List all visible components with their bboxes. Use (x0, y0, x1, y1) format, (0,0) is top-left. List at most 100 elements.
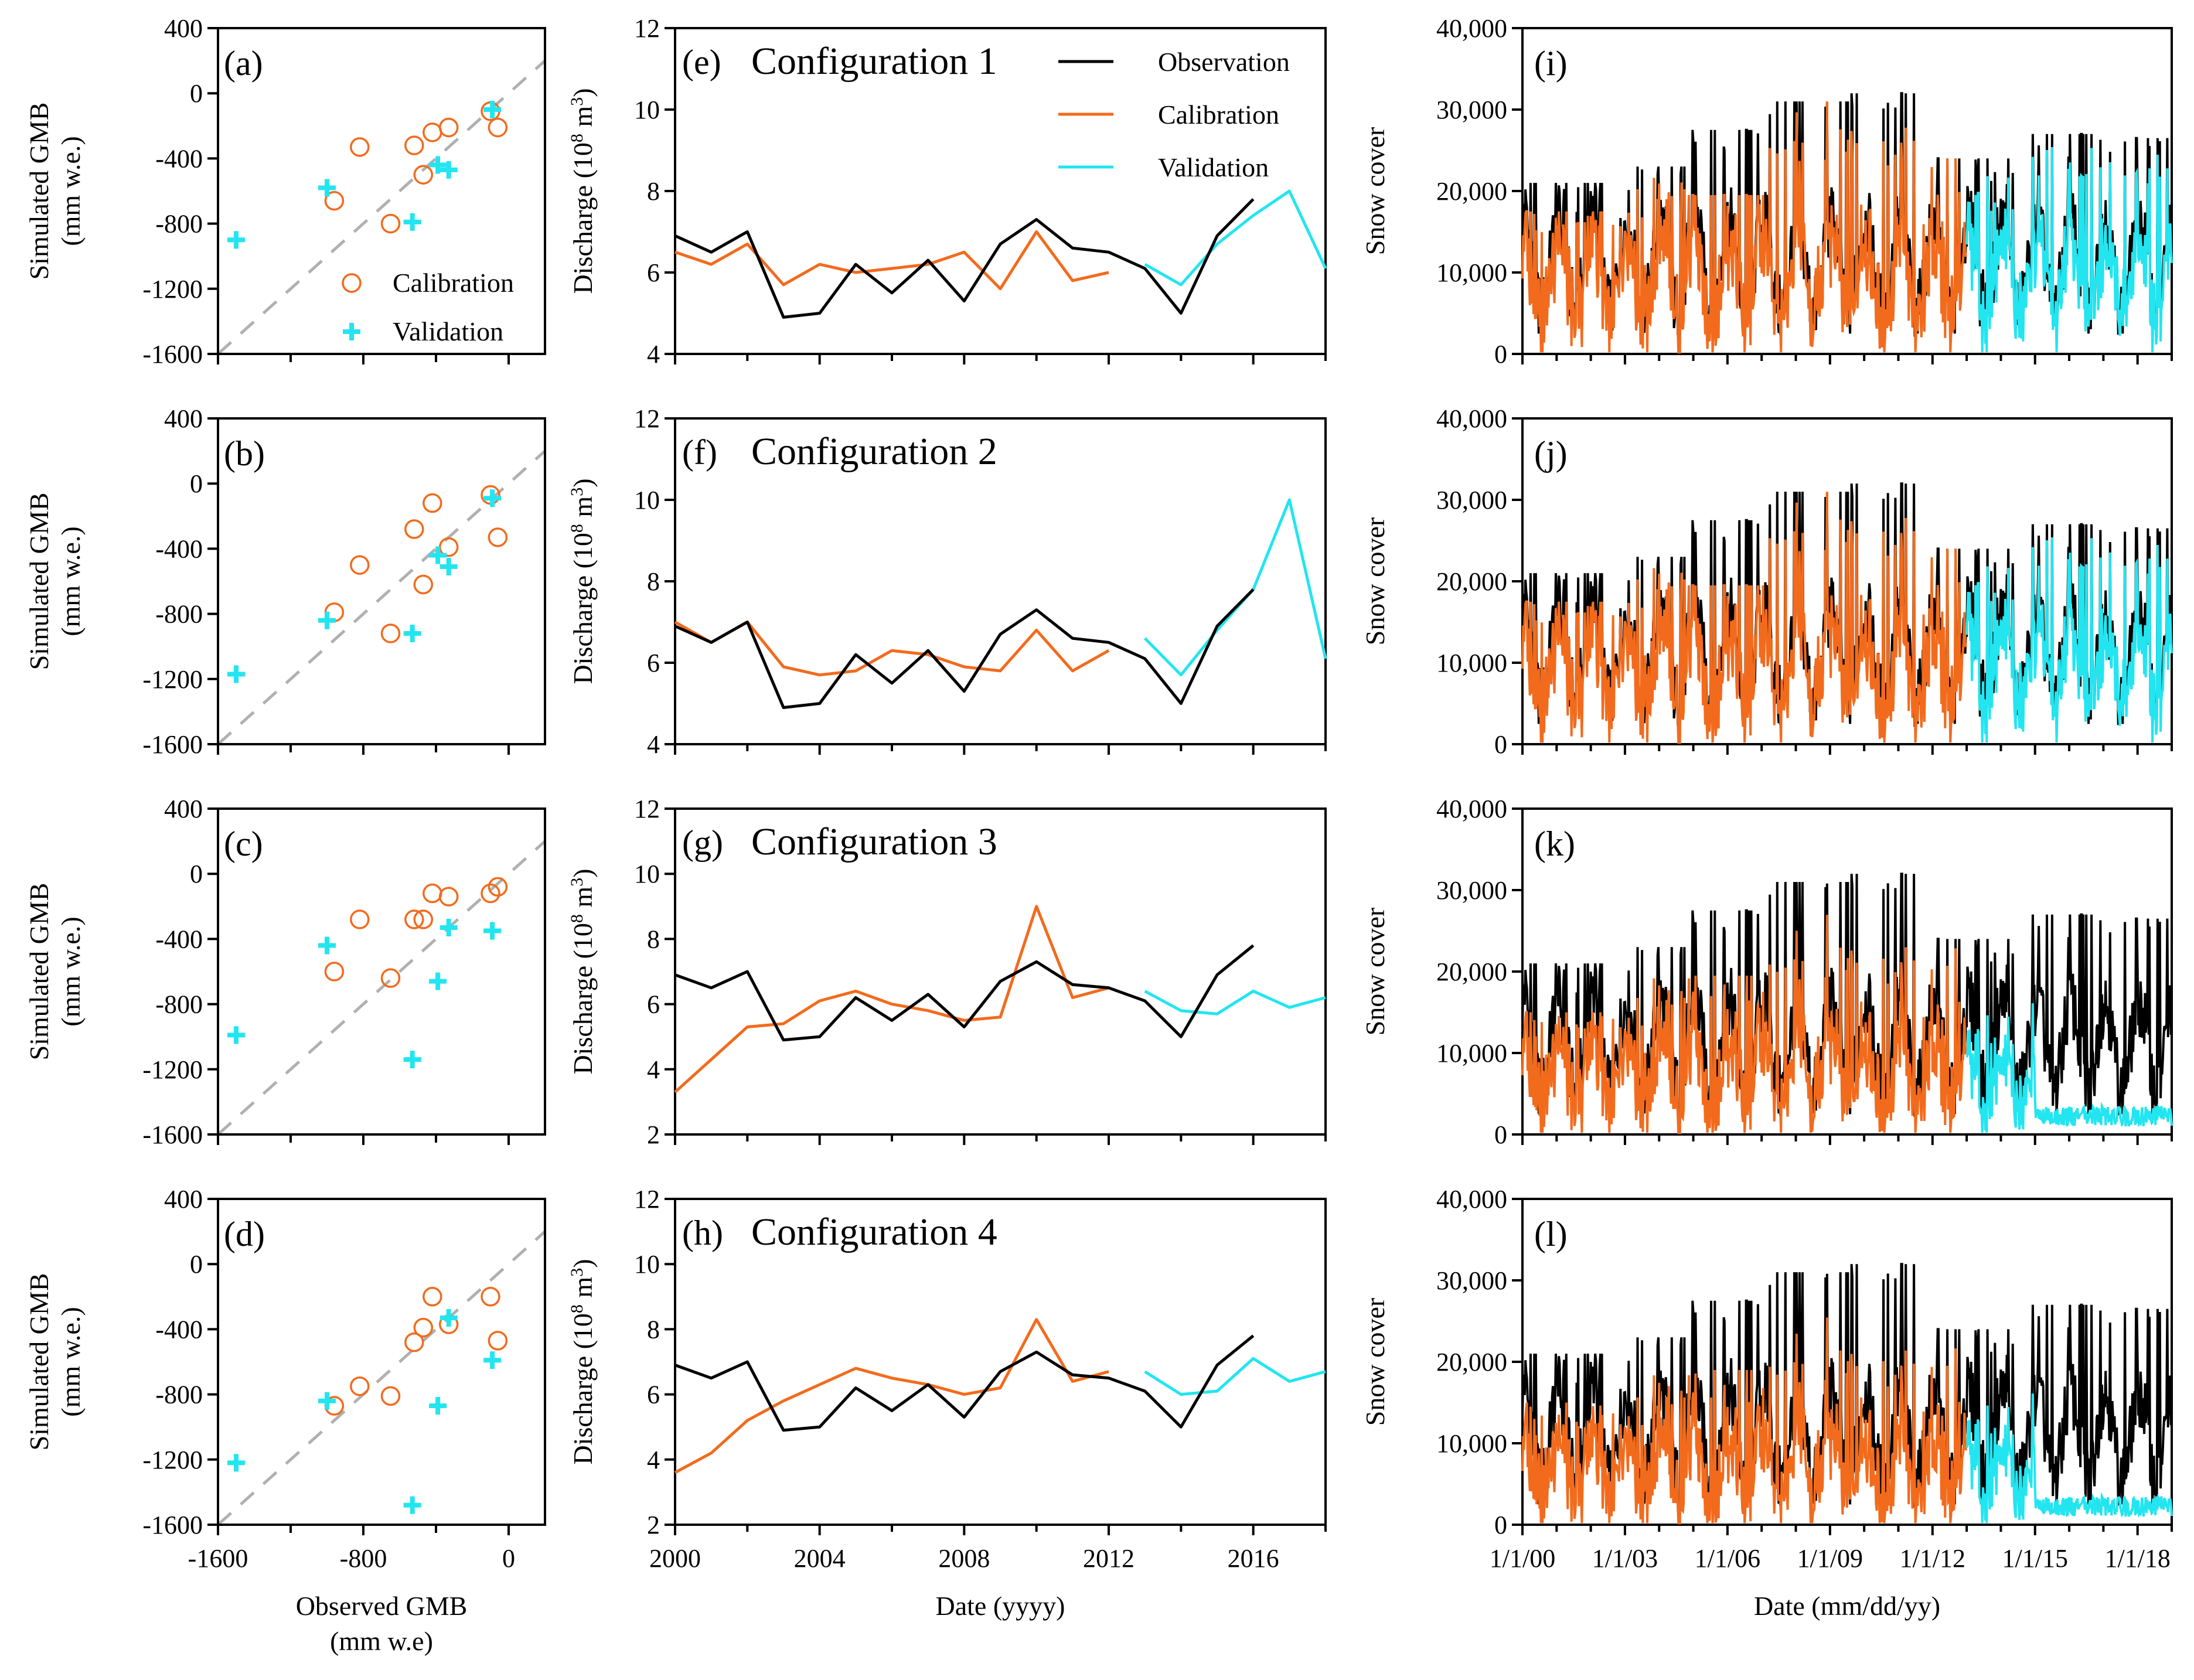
calibration-point (324, 962, 345, 982)
snow-x-label: Date (mm/dd/yy) (1754, 1591, 1940, 1621)
legend-calibration-label: Calibration (393, 268, 514, 298)
gmb-y-tick-label: 0 (190, 1250, 203, 1279)
snow-y-tick-label: 0 (1494, 730, 1507, 759)
gmb-x-label: Observed GMB (296, 1591, 468, 1621)
calibration-line (674, 230, 1109, 291)
snow-y-label: Snow cover (1360, 127, 1390, 255)
validation-line (1144, 989, 1326, 1016)
configuration-title: Configuration 1 (751, 40, 997, 83)
calibration-point (404, 909, 424, 929)
validation-line (1965, 1393, 2173, 1524)
panel-label: (h) (682, 1214, 723, 1252)
discharge-y-tick-label: 12 (634, 795, 660, 823)
panel-label: (g) (682, 823, 723, 862)
snow-y-label: Snow cover (1360, 908, 1390, 1035)
configuration-title: Configuration 4 (751, 1211, 997, 1253)
discharge-x-tick-label: 2016 (1228, 1544, 1279, 1573)
legend-validation-marker (343, 323, 360, 340)
gmb-y-label-unit: (mm w.e.) (56, 526, 86, 636)
superscript: 8 (567, 914, 587, 923)
gmb-y-tick-label: 400 (164, 1185, 203, 1214)
gmb-y-label: Simulated GMB (24, 1273, 54, 1451)
panel-label: (e) (682, 43, 721, 81)
calibration-point (423, 493, 442, 513)
panel-label: (f) (682, 433, 717, 472)
gmb-y-tick-label: -1600 (142, 1511, 203, 1539)
calibration-point (324, 190, 345, 211)
snow-y-tick-label: 0 (1494, 1120, 1507, 1149)
snow-y-tick-label: 30,000 (1436, 96, 1507, 124)
validation-point (429, 1397, 447, 1415)
legend-calibration-marker (342, 273, 362, 293)
gmb-y-label-unit: (mm w.e.) (56, 916, 86, 1026)
snow-panel-l: 40,000 30,000 20,000 10,000 0 1/1/00 1/1/03 1/1… (1360, 1185, 2173, 1573)
calibration-point (488, 117, 508, 138)
calibration-point (423, 1287, 442, 1307)
discharge-y-label: Discharge (108 m3) (567, 1259, 598, 1464)
superscript: 3 (567, 878, 587, 887)
validation-line (1143, 498, 1327, 677)
discharge-y-tick-label: 10 (634, 1250, 660, 1279)
calibration-point (350, 137, 370, 157)
gmb-panel-b: 400 0 -400 -800 -1200 -1600 (b) Simulated GMB (m… (24, 404, 546, 759)
snow-y-tick-label: 10,000 (1436, 649, 1507, 677)
validation-point (429, 156, 447, 174)
label-part: ) (568, 868, 598, 877)
validation-line (1965, 537, 2173, 743)
gmb-x-label-unit: (mm w.e) (330, 1626, 433, 1656)
calibration-line (1521, 492, 1967, 744)
discharge-y-tick-label: 4 (647, 1446, 660, 1474)
calibration-point (488, 527, 508, 547)
panel-label: (i) (1534, 44, 1568, 83)
panel-label: (k) (1534, 824, 1575, 863)
calibration-point (380, 213, 401, 234)
validation-point (429, 972, 447, 990)
validation-point (227, 1026, 245, 1044)
plot-frame (217, 417, 546, 745)
validation-point (440, 557, 458, 575)
discharge-y-tick-label: 12 (634, 1185, 660, 1214)
gmb-x-tick-label: -1600 (188, 1544, 248, 1573)
discharge-y-tick-label: 2 (647, 1120, 660, 1149)
gmb-y-tick-label: 0 (190, 860, 203, 888)
label-part: m (568, 887, 598, 915)
gmb-y-tick-label: 400 (164, 14, 203, 43)
gmb-y-tick-label: -1600 (142, 1120, 203, 1149)
gmb-y-tick-label: -1200 (142, 275, 203, 304)
discharge-y-label: Discharge (108 m3) (567, 88, 598, 294)
discharge-y-label: Discharge (108 m3) (567, 478, 598, 684)
calibration-point (438, 887, 459, 907)
discharge-panel-h: 12 10 8 6 4 2 2000 2004 2008 2012 2016 (h) Configura… (567, 1185, 1327, 1573)
snow-x-tick-label: 1/1/00 (1490, 1544, 1555, 1573)
snow-x-tick-label: 1/1/09 (1797, 1544, 1863, 1573)
label-part: Discharge (10 (568, 1313, 598, 1464)
gmb-y-tick-label: -800 (155, 600, 203, 629)
gmb-y-label-unit: (mm w.e.) (56, 1307, 86, 1416)
superscript: 8 (567, 524, 587, 533)
calibration-point (413, 909, 434, 929)
one-to-one-line (217, 449, 546, 745)
label-part: m (568, 1277, 598, 1305)
snow-y-label: Snow cover (1360, 1298, 1390, 1426)
calibration-line (674, 905, 1109, 1093)
calibration-point (438, 117, 459, 138)
calibration-line (674, 1318, 1109, 1474)
discharge-x-tick-label: 2012 (1083, 1544, 1135, 1573)
calibration-point (404, 1332, 424, 1352)
panel-label: (a) (224, 44, 263, 83)
label-part: Discharge (10 (568, 533, 598, 684)
panel-label: (b) (224, 434, 265, 473)
superscript: 3 (567, 97, 587, 106)
gmb-y-tick-label: -400 (155, 534, 203, 563)
gmb-y-tick-label: -1200 (142, 665, 203, 694)
discharge-y-tick-label: 10 (634, 860, 660, 888)
validation-point (318, 1392, 336, 1410)
legend-validation-label: Validation (1158, 152, 1269, 182)
superscript: 3 (567, 488, 587, 496)
snow-panel-i: 40,000 30,000 20,000 10,000 0 (i) Snow cover (1360, 14, 2173, 369)
snow-y-tick-label: 10,000 (1436, 258, 1507, 287)
gmb-y-tick-label: 0 (190, 79, 203, 108)
discharge-y-tick-label: 2 (647, 1511, 660, 1539)
snow-y-tick-label: 20,000 (1436, 177, 1507, 206)
